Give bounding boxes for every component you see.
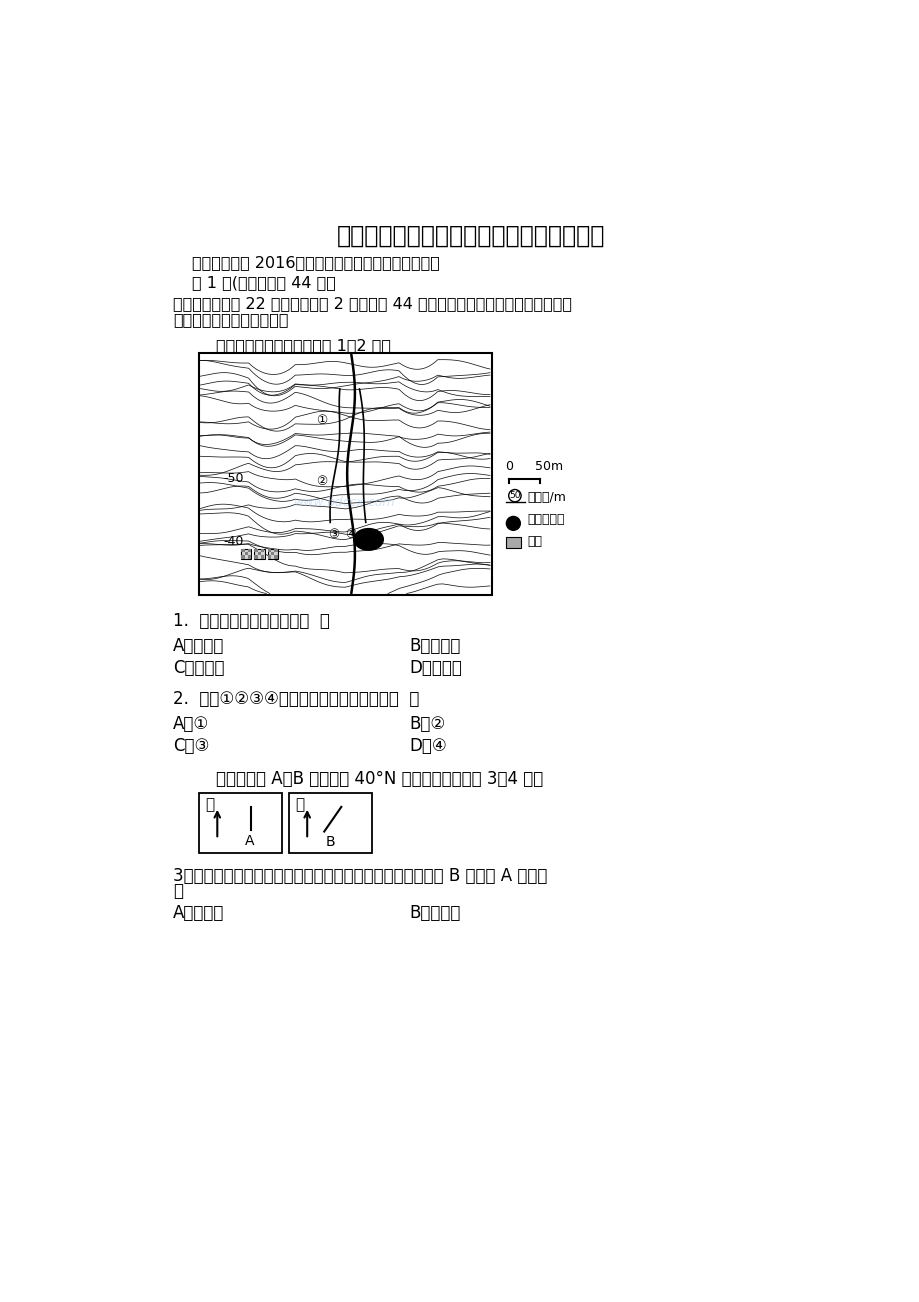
Text: 北: 北: [294, 798, 303, 812]
Text: 读某地等高线图，完成 1～2 题。: 读某地等高线图，完成 1～2 题。: [216, 339, 391, 353]
Bar: [261, 556, 264, 559]
Bar: [289, 793, 372, 853]
Bar: [271, 552, 274, 556]
Text: 50m: 50m: [535, 460, 562, 473]
Text: B: B: [325, 836, 335, 849]
Text: 北: 北: [205, 798, 214, 812]
Text: B．西南方: B．西南方: [409, 904, 460, 922]
Text: C．③: C．③: [173, 737, 210, 755]
Text: ③: ③: [327, 529, 339, 542]
Bar: [255, 548, 265, 559]
Text: 等高线/m: 等高线/m: [527, 491, 565, 504]
Text: 有一项是符合题目要求的。: 有一项是符合题目要求的。: [173, 311, 289, 327]
Text: ①: ①: [316, 414, 327, 427]
Bar: [255, 556, 257, 559]
Text: D．西南方: D．西南方: [409, 659, 462, 677]
Text: A．东北方: A．东北方: [173, 638, 224, 655]
Bar: [248, 549, 251, 552]
Bar: [505, 538, 520, 548]
Text: B．②: B．②: [409, 715, 446, 733]
Bar: [241, 548, 251, 559]
Text: 1.  图中最高点位于聚落的（  ）: 1. 图中最高点位于聚落的（ ）: [173, 612, 330, 630]
Text: 聚落: 聚落: [527, 535, 541, 548]
Text: ②: ②: [316, 475, 327, 488]
Text: A: A: [244, 833, 255, 848]
Bar: [241, 556, 244, 559]
Bar: [267, 549, 271, 552]
Text: C．西北方: C．西北方: [173, 659, 224, 677]
Bar: [267, 548, 278, 559]
Ellipse shape: [354, 529, 383, 551]
Bar: [199, 793, 282, 853]
Text: 一、本卷共 22 小题。每小题 2 分，共计 44 分。在每小题列出的四个选项中。只: 一、本卷共 22 小题。每小题 2 分，共计 44 分。在每小题列出的四个选项中…: [173, 297, 572, 311]
Bar: [255, 549, 257, 552]
Text: 3．若北京时间同一时刻两地杆影的指向如上图所示，则可知 B 地位于 A 地的（: 3．若北京时间同一时刻两地杆影的指向如上图所示，则可知 B 地位于 A 地的（: [173, 867, 547, 885]
Text: 50: 50: [508, 491, 520, 500]
Bar: [248, 556, 251, 559]
Bar: [261, 549, 264, 552]
Bar: [241, 549, 244, 552]
Text: -40: -40: [223, 535, 244, 548]
Text: www.bdccx.com: www.bdccx.com: [294, 496, 395, 509]
Text: A．①: A．①: [173, 715, 210, 733]
Text: ）: ）: [173, 883, 183, 901]
Text: 河流、池塘: 河流、池塘: [527, 513, 564, 526]
Bar: [274, 549, 278, 552]
Text: 2.  图中①②③④处附近河流流速最快的是（  ）: 2. 图中①②③④处附近河流流速最快的是（ ）: [173, 690, 419, 708]
Text: ④: ④: [345, 529, 357, 542]
Text: 下图中 A、B 两地同在 40°N 纬线上，读图回答 3～4 题。: 下图中 A、B 两地同在 40°N 纬线上，读图回答 3～4 题。: [216, 769, 542, 788]
Text: 0: 0: [505, 460, 513, 473]
Bar: [274, 556, 278, 559]
Text: D．④: D．④: [409, 737, 447, 755]
Bar: [244, 552, 248, 556]
Circle shape: [505, 517, 520, 530]
Bar: [267, 556, 271, 559]
Text: 湖北省黄冈市 2016年春季高二年级期末考试地理试题: 湖北省黄冈市 2016年春季高二年级期末考试地理试题: [192, 255, 440, 270]
Text: A．东南方: A．东南方: [173, 904, 224, 922]
Text: 湖北省黄冈市高二地理下学期期末考试试题: 湖北省黄冈市高二地理下学期期末考试试题: [337, 224, 605, 247]
Text: 第 1 卷(选择题，共 44 分）: 第 1 卷(选择题，共 44 分）: [192, 276, 336, 290]
Text: -50: -50: [223, 473, 244, 486]
Bar: [257, 552, 261, 556]
Text: B．东南方: B．东南方: [409, 638, 460, 655]
Bar: [199, 353, 491, 595]
